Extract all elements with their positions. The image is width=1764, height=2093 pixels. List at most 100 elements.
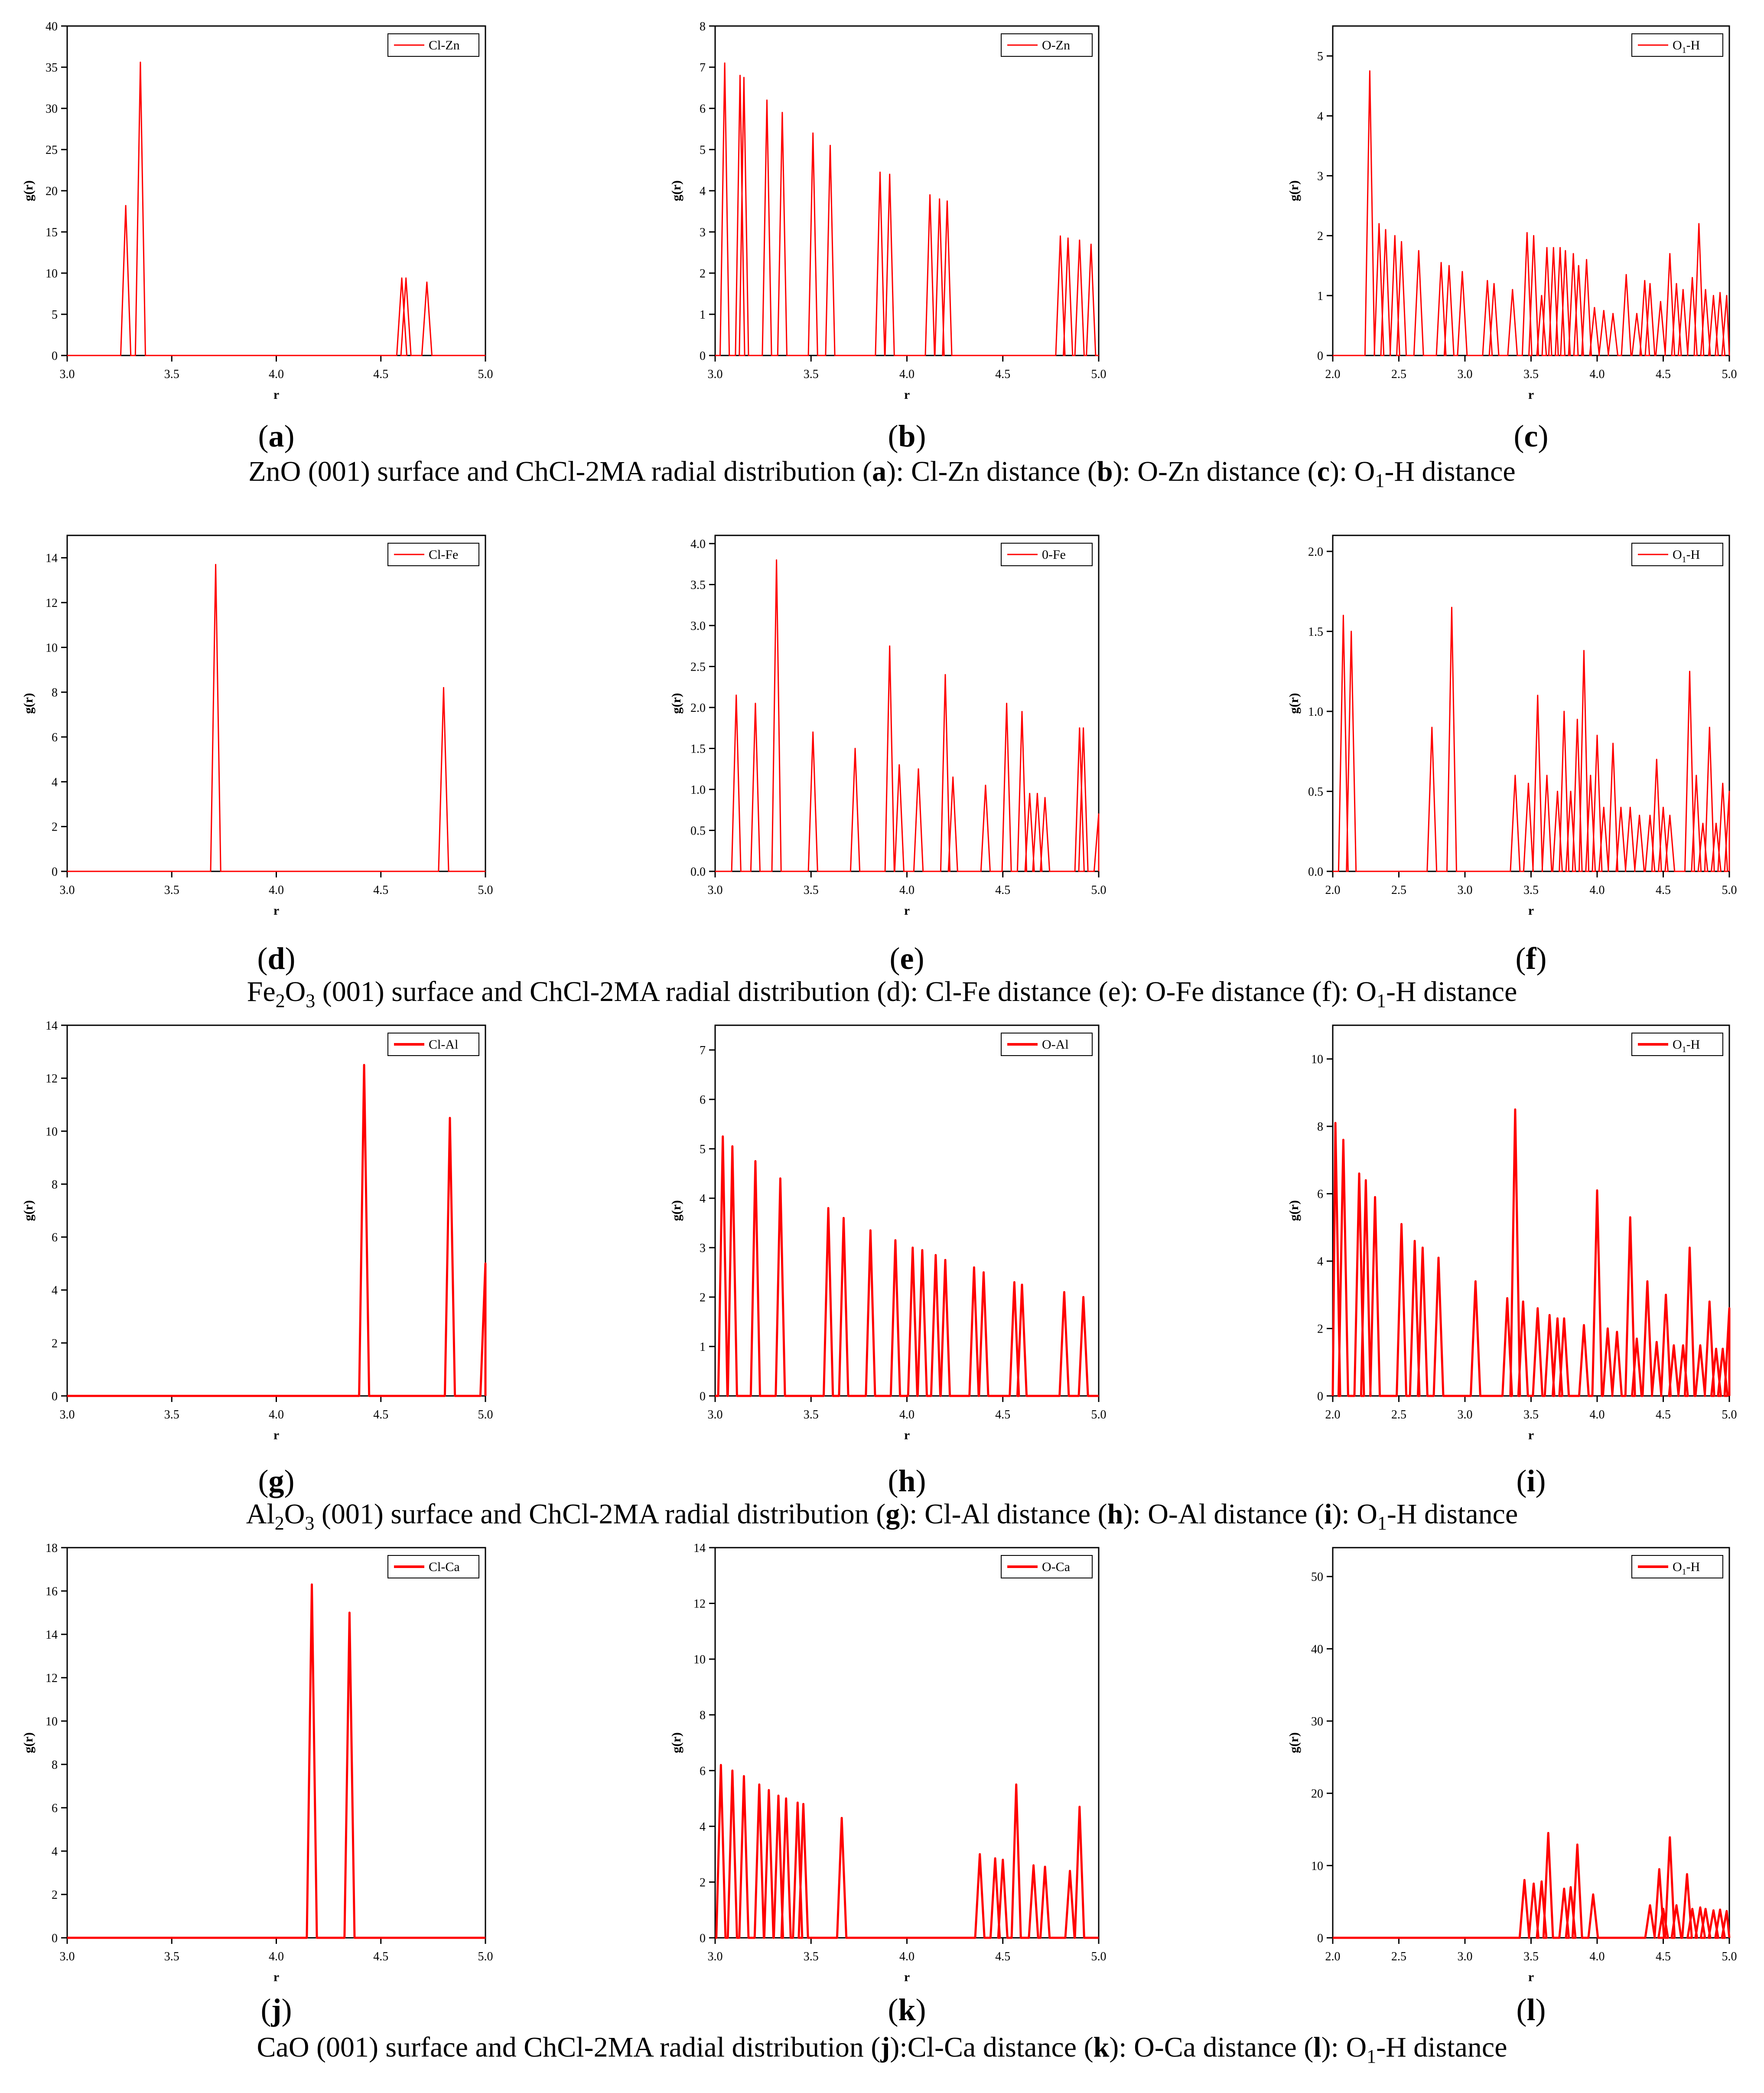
caption-fragment: O [284,1498,305,1530]
panel-letter-d: (d) [257,941,295,976]
chart-panel-d: 3.0 3.5 4.0 4.5 5.0 0 2 4 6 8 10 12 14 r g(r) Cl-Fe (d) [21,535,493,976]
series-line-a [67,62,485,356]
caption-fragment: ): Cl-Zn distance ( [886,456,1097,487]
y-tick-label: 6 [1317,1188,1323,1201]
legend-label: Cl-Zn [429,38,460,52]
x-tick-label: 4.0 [269,1950,284,1963]
x-tick-label: 2.5 [1391,883,1406,897]
y-tick-label: 6 [52,731,58,744]
x-tick-label: 2.5 [1391,1950,1406,1963]
x-tick-label: 4.0 [899,883,915,897]
x-tick-label: 3.0 [708,368,723,381]
caption-fragment: g [885,1498,900,1530]
plot-frame [66,1024,486,1397]
caption-row-4: CaO (001) surface and ChCl-2MA radial di… [0,2031,1764,2067]
caption-fragment: ): O-Al distance ( [1123,1498,1325,1530]
x-tick-label: 3.0 [60,368,75,381]
x-tick-label: 4.5 [373,883,388,897]
x-tick-label: 5.0 [478,368,493,381]
x-tick-label: 3.0 [1458,1950,1473,1963]
x-axis-label: r [1528,1970,1534,1984]
x-tick-label: 2.0 [1325,1950,1341,1963]
x-tick-label: 5.0 [1722,1408,1737,1421]
y-tick-label: 4 [52,1284,58,1298]
caption-fragment: ): O [1332,1498,1377,1530]
y-tick-label: 8 [700,1709,706,1722]
x-axis-label: r [904,1428,910,1442]
y-tick-label: 5 [700,1143,706,1156]
y-tick-label: 1.5 [690,742,706,756]
x-tick-label: 4.5 [373,1408,388,1421]
x-axis-label: r [904,1970,910,1984]
y-tick-label: 2 [52,1337,58,1350]
y-tick-label: 4 [52,1845,58,1858]
y-axis-label: g(r) [1287,693,1301,714]
legend-label: Cl-Fe [429,548,458,562]
chart-panel-i: 2.0 2.5 3.0 3.5 4.0 4.5 5.0 0 2 4 6 8 10 r g(r) O1-H (i) [1287,1024,1737,1498]
x-tick-label: 3.5 [164,883,179,897]
x-tick-label: 5.0 [1091,1408,1107,1421]
y-tick-label: 2.0 [690,701,706,715]
y-tick-label: 4 [1317,110,1323,123]
x-tick-label: 5.0 [1722,883,1737,897]
x-axis-label: r [273,388,279,402]
x-axis-label: r [273,1428,279,1442]
x-tick-label: 3.5 [164,368,179,381]
y-tick-label: 3 [1317,170,1323,183]
chart-panel-f: 2.0 2.5 3.0 3.5 4.0 4.5 5.0 0.0 0.5 1.0 1.5 2.0 r g(r… [1287,535,1737,976]
y-tick-label: 0.5 [690,824,706,838]
caption-fragment: ):Cl-Ca distance ( [890,2031,1094,2063]
x-tick-label: 4.0 [269,368,284,381]
y-tick-label: 2 [700,1291,706,1304]
series-line-d [67,564,485,872]
x-tick-label: 4.5 [1656,1950,1671,1963]
y-axis-label: g(r) [21,180,36,201]
y-tick-label: 4.0 [690,538,706,551]
caption-fragment: (001) surface and ChCl-2MA radial distri… [315,976,1377,1007]
caption-fragment: Fe [247,976,276,1007]
y-axis-label: g(r) [1287,1732,1301,1753]
x-tick-label: 3.0 [1458,368,1473,381]
series-line-g [67,1064,487,1397]
legend-label: O-Ca [1042,1560,1070,1574]
y-tick-label: 2.0 [1308,545,1323,559]
y-tick-label: 0 [52,1390,58,1403]
x-tick-label: 4.0 [1590,368,1605,381]
caption-fragment: c [1317,456,1330,487]
y-tick-label: 3.0 [690,619,706,633]
caption-fragment: 2 [275,990,285,1012]
y-axis-label: g(r) [669,693,683,714]
caption-fragment: ): O-Zn distance ( [1113,456,1317,487]
y-tick-label: 5 [1317,50,1323,63]
x-tick-label: 3.0 [60,883,75,897]
y-axis-label: g(r) [1287,1200,1301,1221]
y-tick-label: 16 [46,1585,58,1598]
x-tick-label: 5.0 [1091,1950,1107,1963]
x-tick-label: 4.5 [1656,1408,1671,1421]
y-tick-label: 8 [52,686,58,700]
y-tick-label: 20 [46,185,58,198]
x-tick-label: 4.0 [1590,1408,1605,1421]
series-line-j [67,1583,485,1939]
y-tick-label: 25 [46,143,58,157]
x-tick-label: 2.0 [1325,1408,1341,1421]
caption-fragment: O [285,976,306,1007]
plot-frame [66,1547,486,1939]
series-line-f [1333,606,1730,872]
legend-label: O-Zn [1042,38,1070,52]
y-tick-label: 10 [1311,1859,1323,1873]
y-axis-label: g(r) [1287,180,1301,201]
y-tick-label: 30 [46,102,58,116]
x-tick-label: 4.5 [373,1950,388,1963]
chart-panel-b: 3.0 3.5 4.0 4.5 5.0 0 1 2 3 4 5 6 7 8 r g(r) O-Zn (b) [669,20,1107,453]
caption-fragment: k [1093,2031,1110,2063]
y-tick-label: 0 [1317,1932,1323,1945]
chart-panel-e: 3.0 3.5 4.0 4.5 5.0 0.0 0.5 1.0 1.5 2.0 2.5 3.0 3.5 4… [669,535,1107,976]
caption-fragment: i [1324,1498,1332,1530]
y-tick-label: 4 [700,1820,706,1834]
y-tick-label: 4 [700,185,706,198]
legend-box [1001,1033,1093,1056]
chart-panel-c: 2.0 2.5 3.0 3.5 4.0 4.5 5.0 0 1 2 3 4 5 r g(r) O1-H (c) [1287,25,1737,453]
caption-fragment: -H distance [1376,2031,1507,2063]
y-axis-label: g(r) [669,180,683,201]
